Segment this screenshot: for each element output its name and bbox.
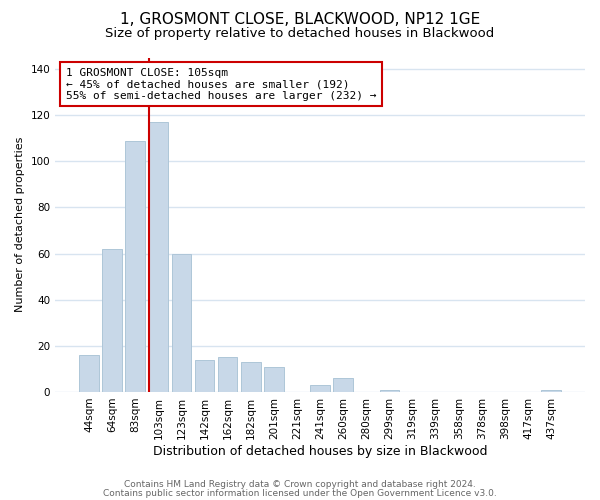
X-axis label: Distribution of detached houses by size in Blackwood: Distribution of detached houses by size …	[153, 444, 487, 458]
Bar	[172, 254, 191, 392]
Bar	[125, 140, 145, 392]
Text: Contains HM Land Registry data © Crown copyright and database right 2024.: Contains HM Land Registry data © Crown c…	[124, 480, 476, 489]
Y-axis label: Number of detached properties: Number of detached properties	[15, 137, 25, 312]
Bar	[149, 122, 168, 392]
Bar	[195, 360, 214, 392]
Bar	[241, 362, 260, 392]
Text: Size of property relative to detached houses in Blackwood: Size of property relative to detached ho…	[106, 28, 494, 40]
Bar	[541, 390, 561, 392]
Bar	[334, 378, 353, 392]
Bar	[218, 358, 238, 392]
Text: 1 GROSMONT CLOSE: 105sqm
← 45% of detached houses are smaller (192)
55% of semi-: 1 GROSMONT CLOSE: 105sqm ← 45% of detach…	[66, 68, 376, 100]
Bar	[264, 366, 284, 392]
Text: Contains public sector information licensed under the Open Government Licence v3: Contains public sector information licen…	[103, 488, 497, 498]
Bar	[103, 249, 122, 392]
Bar	[79, 355, 99, 392]
Bar	[310, 385, 330, 392]
Bar	[380, 390, 399, 392]
Text: 1, GROSMONT CLOSE, BLACKWOOD, NP12 1GE: 1, GROSMONT CLOSE, BLACKWOOD, NP12 1GE	[120, 12, 480, 28]
